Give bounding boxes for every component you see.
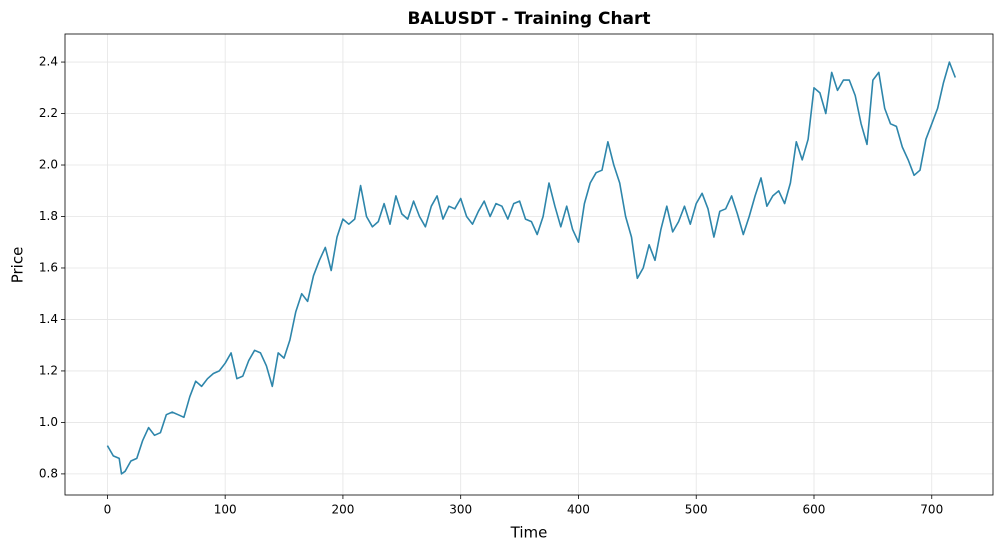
y-tick-label: 2.2 (39, 106, 58, 120)
y-tick-label: 1.6 (39, 260, 58, 274)
x-tick-label: 700 (920, 503, 943, 517)
y-tick-label: 1.2 (39, 363, 58, 377)
y-tick-label: 1.0 (39, 415, 58, 429)
y-tick-label: 1.8 (39, 209, 58, 223)
plot-frame (64, 33, 994, 496)
y-tick-label: 2.4 (39, 55, 58, 69)
y-tick-label: 0.8 (39, 466, 58, 480)
y-tick-label: 2.0 (39, 158, 58, 172)
x-tick-label: 300 (449, 503, 472, 517)
x-tick-label: 500 (685, 503, 708, 517)
x-tick-label: 0 (104, 503, 112, 517)
x-tick-label: 100 (214, 503, 237, 517)
chart-title: BALUSDT - Training Chart (407, 9, 650, 29)
x-axis-label: Time (510, 524, 548, 542)
y-axis-label: Price (9, 247, 27, 284)
x-tick-label: 400 (567, 503, 590, 517)
x-tick-label: 600 (803, 503, 826, 517)
y-tick-label: 1.4 (39, 312, 58, 326)
price-line (106, 61, 957, 475)
x-tick-label: 200 (331, 503, 354, 517)
